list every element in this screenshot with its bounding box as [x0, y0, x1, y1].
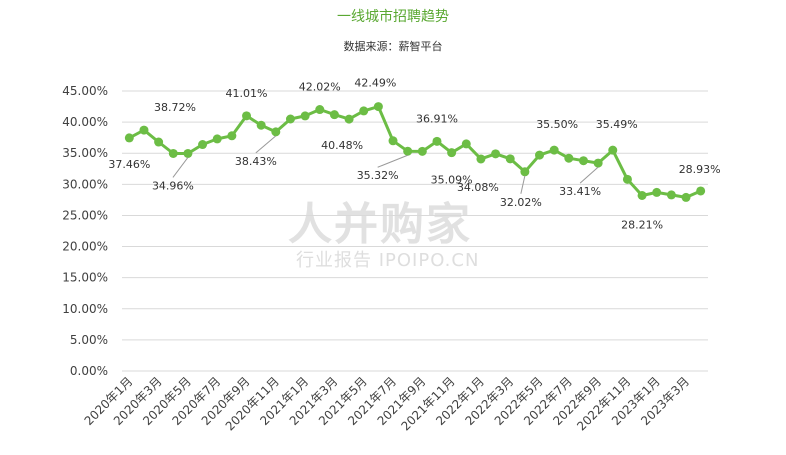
data-point-marker: [300, 111, 310, 121]
data-point-marker: [124, 133, 134, 143]
data-label: 33.41%: [559, 185, 601, 198]
data-label-leader-line: [520, 175, 526, 194]
data-point-marker: [535, 150, 545, 160]
data-label-leader-line: [377, 154, 408, 168]
data-label-leader-line: [172, 157, 189, 178]
y-tick-label: 15.00%: [62, 271, 108, 285]
chart-title: 一线城市招聘趋势: [337, 9, 449, 25]
data-point-marker: [242, 111, 252, 121]
data-label: 34.08%: [457, 181, 499, 194]
data-point-marker: [315, 105, 325, 115]
data-point-marker: [227, 131, 237, 141]
data-point-marker: [154, 137, 164, 147]
data-point-marker: [461, 139, 471, 149]
data-label: 42.02%: [299, 81, 341, 94]
data-point-marker: [139, 125, 149, 135]
data-point-marker: [593, 158, 603, 168]
data-point-marker: [696, 186, 706, 196]
data-point-marker: [549, 145, 559, 155]
y-tick-label: 5.00%: [70, 333, 108, 347]
data-label: 40.48%: [321, 139, 363, 152]
data-label-leader-line: [579, 166, 599, 184]
data-point-marker: [637, 190, 647, 200]
data-label: 42.49%: [354, 77, 396, 90]
data-point-marker: [183, 148, 193, 158]
data-point-marker: [271, 127, 281, 137]
data-point-marker: [476, 154, 486, 164]
data-label: 32.02%: [500, 196, 542, 209]
y-tick-label: 30.00%: [62, 177, 108, 191]
watermark-logo-text: 人并购家: [288, 199, 472, 250]
data-point-marker: [666, 190, 676, 200]
data-label: 35.09%: [431, 174, 473, 187]
data-label: 38.72%: [154, 101, 196, 114]
data-point-marker: [403, 146, 413, 156]
data-label: 28.93%: [679, 163, 721, 176]
data-label: 28.21%: [621, 218, 663, 231]
data-label: 35.50%: [536, 118, 578, 131]
data-label: 38.43%: [235, 155, 277, 168]
data-point-marker: [417, 146, 427, 156]
y-tick-label: 20.00%: [62, 240, 108, 254]
y-tick-label: 35.00%: [62, 146, 108, 160]
data-label: 34.96%: [152, 179, 194, 192]
data-point-marker: [373, 102, 383, 112]
data-point-marker: [212, 134, 222, 144]
data-label: 35.49%: [596, 118, 638, 131]
y-tick-label: 40.00%: [62, 115, 108, 129]
data-point-marker: [608, 145, 618, 155]
data-point-marker: [520, 167, 530, 177]
data-point-marker: [256, 120, 266, 130]
data-point-marker: [432, 136, 442, 146]
y-tick-label: 25.00%: [62, 208, 108, 222]
y-tick-label: 10.00%: [62, 302, 108, 316]
data-point-marker: [681, 192, 691, 202]
data-point-marker: [447, 148, 457, 158]
data-point-marker: [505, 154, 515, 164]
data-label-leader-line: [255, 135, 277, 154]
y-tick-label: 0.00%: [70, 364, 108, 378]
data-point-marker: [564, 153, 574, 163]
chart-subtitle: 数据来源：薪智平台: [343, 40, 443, 53]
y-tick-label: 45.00%: [62, 84, 108, 98]
data-label: 41.01%: [226, 87, 268, 100]
data-point-marker: [388, 136, 398, 146]
series-line: [127, 105, 703, 199]
data-label: 36.91%: [416, 112, 458, 125]
data-point-marker: [359, 106, 369, 116]
data-point-marker: [198, 140, 208, 150]
data-point-marker: [329, 110, 339, 120]
data-point-marker: [344, 114, 354, 124]
data-point-marker: [285, 114, 295, 124]
data-point-marker: [578, 156, 588, 166]
data-point-marker: [491, 149, 501, 159]
data-point-marker: [622, 174, 632, 184]
data-point-marker: [652, 187, 662, 197]
data-point-marker: [168, 148, 178, 158]
data-label: 35.32%: [357, 169, 399, 182]
data-label: 37.46%: [108, 158, 150, 171]
watermark-subtext: 行业报告 IPOIPO.CN: [296, 250, 480, 271]
